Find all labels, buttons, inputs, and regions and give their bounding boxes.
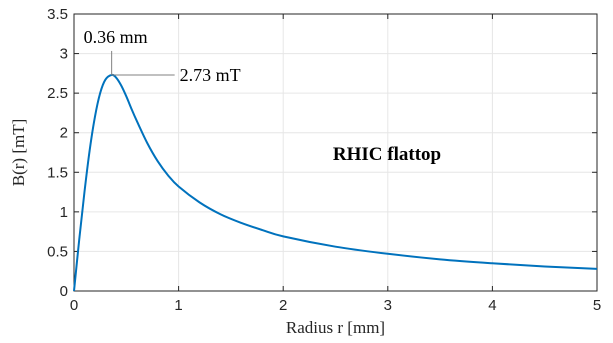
peak-annotations: 0.36 mm 2.73 mT: [84, 27, 241, 85]
tick-labels: 0 1 2 3 4 5 0 0.5 1 1.5 2 2.5 3 3.5: [47, 6, 601, 314]
series-line: [73, 73, 598, 292]
x-tick-label: 0: [70, 297, 78, 314]
plot-frame: [73, 13, 598, 292]
y-tick-label: 1: [60, 204, 68, 221]
x-tick-label: 5: [593, 297, 601, 314]
x-axis-label: Radius r [mm]: [286, 318, 385, 337]
y-tick-label: 2: [60, 125, 68, 142]
y-tick-label: 3.5: [47, 6, 68, 23]
y-axis-label: B(r) [mT]: [9, 119, 28, 187]
x-tick-label: 3: [384, 297, 392, 314]
y-tick-label: 0: [60, 283, 68, 300]
chart-title: RHIC flattop: [333, 144, 441, 165]
x-tick-label: 1: [174, 297, 182, 314]
x-tick-label: 4: [488, 297, 496, 314]
axis-ticks: [73, 13, 598, 292]
y-tick-label: 0.5: [47, 243, 68, 260]
y-tick-label: 1.5: [47, 164, 68, 181]
y-tick-label: 2.5: [47, 85, 68, 102]
y-tick-label: 3: [60, 46, 68, 63]
peak-x-annotation: 0.36 mm: [84, 27, 148, 47]
peak-y-annotation: 2.73 mT: [180, 65, 241, 85]
x-tick-label: 2: [279, 297, 287, 314]
